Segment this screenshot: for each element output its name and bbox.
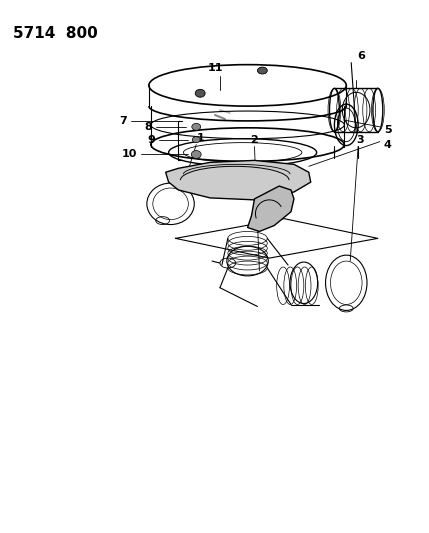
Text: 5714  800: 5714 800 [12,26,97,41]
Text: 7: 7 [119,116,127,126]
Text: 1: 1 [196,133,204,143]
Ellipse shape [195,90,205,97]
Text: 11: 11 [207,62,223,72]
Polygon shape [248,186,294,231]
Text: 8: 8 [144,122,152,132]
Text: 3: 3 [356,135,364,144]
Text: 9: 9 [147,135,155,144]
Text: 6: 6 [357,51,365,61]
Polygon shape [166,160,311,200]
Text: 2: 2 [251,135,258,144]
Ellipse shape [192,136,200,143]
Ellipse shape [191,150,201,158]
Text: 4: 4 [384,140,392,150]
Ellipse shape [257,67,267,74]
Text: 10: 10 [121,149,137,159]
Text: 5: 5 [384,125,392,135]
Ellipse shape [192,123,201,130]
